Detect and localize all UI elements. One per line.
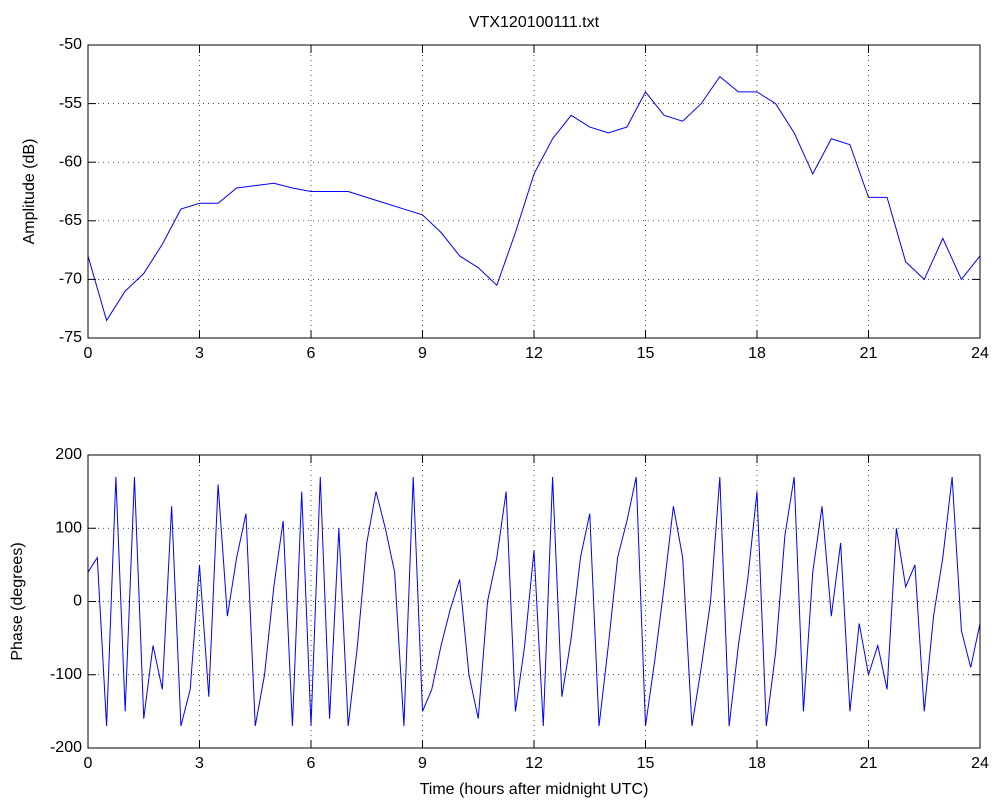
x-tick-label: 12 bbox=[525, 755, 543, 772]
y-tick-label: -55 bbox=[59, 95, 82, 112]
axes-box bbox=[87, 44, 981, 339]
data-line bbox=[87, 75, 981, 322]
x-tick-label: 18 bbox=[748, 755, 766, 772]
x-tick-label: 3 bbox=[195, 345, 204, 362]
y-tick-label: -100 bbox=[50, 666, 82, 683]
y-axis-label: Amplitude (dB) bbox=[21, 139, 38, 245]
y-tick-label: -65 bbox=[59, 212, 82, 229]
x-tick-label: 12 bbox=[525, 345, 543, 362]
x-tick-label: 24 bbox=[971, 345, 989, 362]
y-tick-label: -200 bbox=[50, 739, 82, 756]
axes-box bbox=[87, 454, 981, 749]
y-tick-label: -60 bbox=[59, 153, 82, 170]
plot-area bbox=[88, 45, 980, 338]
y-tick-label: 100 bbox=[55, 519, 82, 536]
data-line bbox=[87, 476, 981, 727]
y-tick-label: -70 bbox=[59, 271, 82, 288]
chart-title: VTX120100111.txt bbox=[469, 14, 600, 31]
y-tick-label: 0 bbox=[73, 593, 82, 610]
y-axis-label: Phase (degrees) bbox=[9, 542, 26, 660]
x-tick-label: 15 bbox=[637, 755, 655, 772]
x-tick-label: 21 bbox=[860, 345, 878, 362]
x-tick-label: 9 bbox=[418, 755, 427, 772]
x-tick-label: 9 bbox=[418, 345, 427, 362]
x-tick-label: 3 bbox=[195, 755, 204, 772]
x-tick-label: 18 bbox=[748, 345, 766, 362]
x-tick-label: 0 bbox=[84, 755, 93, 772]
x-tick-label: 15 bbox=[637, 345, 655, 362]
x-axis-label: Time (hours after midnight UTC) bbox=[420, 781, 649, 798]
x-tick-label: 6 bbox=[307, 345, 316, 362]
y-tick-label: -50 bbox=[59, 36, 82, 53]
x-tick-label: 21 bbox=[860, 755, 878, 772]
y-tick-label: 200 bbox=[55, 446, 82, 463]
y-tick-label: -75 bbox=[59, 329, 82, 346]
x-tick-label: 6 bbox=[307, 755, 316, 772]
x-tick-label: 24 bbox=[971, 755, 989, 772]
x-tick-label: 0 bbox=[84, 345, 93, 362]
